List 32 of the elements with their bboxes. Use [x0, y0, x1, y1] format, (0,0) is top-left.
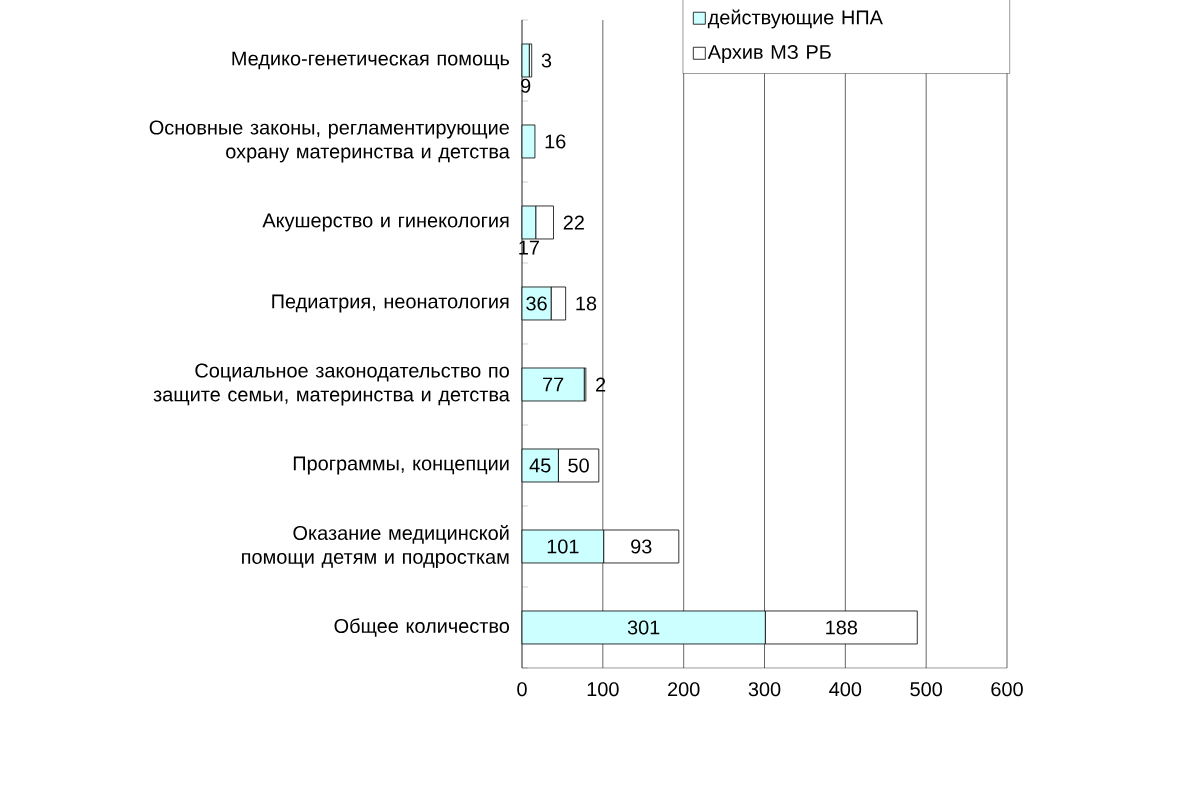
data-label: 3: [541, 53, 552, 68]
x-tick-label: 400: [829, 682, 862, 697]
data-label: 77: [543, 377, 564, 392]
data-label: 22: [563, 215, 584, 230]
x-tick-label: 600: [991, 682, 1023, 697]
data-label: 93: [631, 539, 652, 554]
x-tick-label: 300: [748, 682, 781, 697]
data-label: 2: [596, 377, 606, 392]
x-tick-label: 100: [587, 682, 619, 697]
x-tick-label: 200: [668, 682, 700, 697]
data-label: 16: [545, 134, 566, 149]
data-label: 101: [547, 539, 579, 554]
x-tick-label: 500: [910, 682, 942, 697]
data-label: 36: [526, 296, 547, 311]
y-tick-label: Акушерство и гинекология: [262, 213, 509, 232]
y-tick-label: Основные законы, регламентирующие охрану материнства и детства: [149, 120, 510, 163]
data-label: 18: [576, 296, 597, 311]
y-tick-label: Педиатрия, неонатология: [272, 294, 509, 313]
data-label: 45: [529, 458, 551, 473]
data-label: 50: [568, 458, 589, 473]
legend-label: действующие НПА: [707, 9, 883, 29]
x-tick-label: 0: [517, 682, 527, 697]
data-label: 17: [519, 240, 539, 255]
data-label: 9: [521, 78, 531, 93]
data-label: 188: [826, 620, 858, 635]
y-tick-label: Медико-генетическая помощь: [232, 51, 510, 70]
y-tick-label: Оказание медицинской помощи детям и подросткам: [242, 525, 509, 568]
y-tick-label: Социальное законодательство по защите семьи, материнства и детства: [153, 363, 510, 406]
data-label: 301: [627, 620, 660, 635]
legend-label: Архив МЗ РБ: [707, 44, 831, 63]
y-tick-label: Общее количество: [334, 618, 510, 637]
y-tick-label: Программы, концепции: [293, 456, 509, 475]
